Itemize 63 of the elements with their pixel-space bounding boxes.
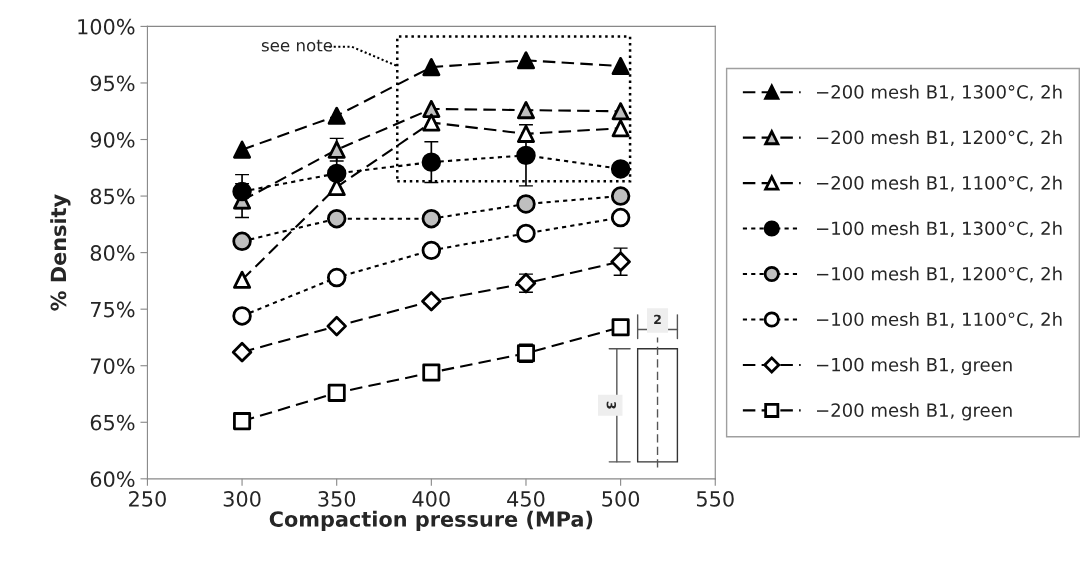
x-tick-label: 400 bbox=[412, 491, 450, 507]
point bbox=[516, 51, 536, 70]
point bbox=[610, 251, 631, 272]
point bbox=[421, 152, 442, 172]
point bbox=[421, 240, 442, 261]
legend-label: −100 mesh B1, 1200°C, 2h bbox=[817, 266, 1062, 283]
legend-label: −200 mesh B1, 1100°C, 2h bbox=[817, 175, 1062, 192]
point bbox=[516, 223, 536, 244]
legend-label: −100 mesh B1, 1100°C, 2h bbox=[817, 312, 1062, 328]
y-tick-label: 75% bbox=[91, 301, 135, 318]
annotation: see note bbox=[261, 39, 333, 52]
legend-label: −200 mesh B1, 1300°C, 2h bbox=[817, 84, 1062, 101]
point bbox=[422, 363, 441, 382]
point bbox=[327, 106, 346, 125]
x-tick-label: 250 bbox=[129, 491, 166, 507]
annotation: 2 bbox=[654, 314, 661, 324]
point bbox=[326, 267, 347, 288]
point bbox=[516, 145, 536, 166]
point bbox=[326, 315, 347, 337]
y-tick-label: 90% bbox=[90, 131, 135, 148]
point bbox=[516, 101, 536, 120]
point bbox=[516, 194, 536, 214]
point bbox=[231, 341, 253, 363]
legend-label: −200 mesh B1, green bbox=[817, 402, 1012, 421]
legend-label: −100 mesh B1, 1300°C, 2h bbox=[817, 221, 1062, 237]
point bbox=[232, 181, 252, 202]
y-tick-label: 85% bbox=[90, 188, 135, 205]
annotation: 3 bbox=[606, 401, 617, 409]
y-axis-title: % Density bbox=[50, 194, 71, 311]
point bbox=[422, 58, 441, 77]
point bbox=[233, 412, 252, 431]
x-tick-label: 300 bbox=[223, 491, 261, 507]
point bbox=[421, 208, 442, 229]
point bbox=[610, 186, 631, 206]
y-tick-label: 80% bbox=[90, 245, 135, 261]
x-tick-label: 550 bbox=[696, 491, 734, 507]
y-tick-label: 65% bbox=[90, 414, 135, 431]
point bbox=[232, 306, 252, 326]
point bbox=[610, 207, 631, 228]
point bbox=[422, 113, 441, 132]
x-tick-label: 500 bbox=[602, 491, 640, 507]
y-tick-label: 100% bbox=[78, 18, 135, 35]
point bbox=[327, 383, 346, 402]
y-tick-label: 60% bbox=[90, 471, 135, 488]
x-axis-title: Compaction pressure (MPa) bbox=[269, 510, 593, 531]
point bbox=[611, 102, 630, 121]
point bbox=[326, 208, 347, 229]
point bbox=[611, 56, 630, 76]
point bbox=[421, 291, 442, 312]
x-tick-label: 450 bbox=[507, 491, 545, 507]
y-tick-label: 70% bbox=[91, 358, 135, 374]
point bbox=[611, 119, 630, 138]
point bbox=[233, 270, 252, 289]
y-tick-label: 95% bbox=[90, 75, 135, 92]
legend-label: −100 mesh B1, green bbox=[817, 357, 1012, 376]
point bbox=[232, 231, 252, 252]
point bbox=[233, 140, 252, 159]
point bbox=[326, 163, 347, 184]
point bbox=[516, 124, 536, 143]
point bbox=[610, 159, 631, 179]
x-tick-label: 350 bbox=[318, 491, 356, 507]
legend-label: −200 mesh B1, 1200°C, 2h bbox=[817, 130, 1062, 147]
point bbox=[611, 318, 630, 337]
